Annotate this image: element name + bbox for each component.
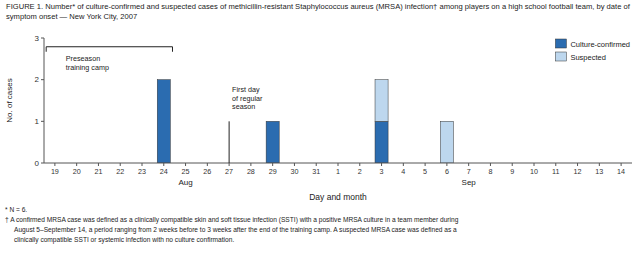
- x-tick: [621, 163, 622, 166]
- x-tick: [403, 163, 404, 166]
- x-tick: [425, 163, 426, 166]
- x-tick: [54, 163, 55, 166]
- x-tick-label: 1: [336, 167, 340, 176]
- x-tick: [512, 163, 513, 166]
- x-tick-label: 24: [160, 167, 168, 176]
- x-axis-label: Day and month: [309, 192, 367, 202]
- y-tick-label: 2: [35, 75, 40, 84]
- bars: [157, 80, 453, 163]
- footnote: clinically compatible SSTI or systemic i…: [14, 236, 234, 244]
- footnote: August 5–September 14, a period ranging …: [14, 226, 457, 234]
- x-tick-label: 6: [445, 167, 449, 176]
- season-line: [229, 121, 230, 163]
- y-tick: [41, 38, 44, 39]
- month-label: Sep: [462, 178, 477, 187]
- x-tick: [120, 163, 121, 166]
- x-tick-label: 2: [358, 167, 362, 176]
- bar: [375, 121, 388, 163]
- y-tick: [41, 163, 44, 164]
- bar: [266, 121, 279, 163]
- y-tick-label: 3: [35, 34, 40, 43]
- x-tick: [207, 163, 208, 166]
- x-tick: [98, 163, 99, 166]
- x-tick: [250, 163, 251, 166]
- legend-label: Culture-confirmed: [570, 40, 630, 49]
- x-tick-label: 28: [247, 167, 255, 176]
- x-tick-label: 20: [73, 167, 81, 176]
- annotation: First dayof regularseason: [232, 85, 263, 111]
- x-tick-label: 25: [182, 167, 190, 176]
- x-tick: [359, 163, 360, 166]
- x-tick-label: 31: [312, 167, 320, 176]
- y-tick: [41, 121, 44, 122]
- x-tick: [446, 163, 447, 166]
- annotation: Preseasontraining camp: [66, 54, 109, 72]
- y-tick-label: 1: [35, 117, 40, 126]
- bracket: [46, 47, 172, 52]
- x-tick: [163, 163, 164, 166]
- x-tick-label: 30: [290, 167, 298, 176]
- bar: [157, 80, 170, 163]
- x-tick-label: 3: [380, 167, 384, 176]
- y-axis: [44, 38, 45, 163]
- x-tick: [316, 163, 317, 166]
- x-tick-label: 21: [94, 167, 102, 176]
- x-tick-label: 11: [552, 167, 559, 176]
- month-label: Aug: [178, 178, 192, 187]
- x-tick: [534, 163, 535, 166]
- y-axis-label: No. of cases: [5, 78, 14, 122]
- y-tick: [41, 79, 44, 80]
- legend: Culture-confirmed Suspected: [555, 39, 630, 62]
- y-tick-label: 0: [35, 159, 40, 168]
- x-tick: [338, 163, 339, 166]
- x-tick-label: 12: [574, 167, 582, 176]
- x-tick: [229, 163, 230, 166]
- legend-swatch: [555, 52, 566, 61]
- x-tick-label: 22: [116, 167, 124, 176]
- chart: FIGURE 1. Number* of culture-confirmed a…: [0, 0, 641, 264]
- x-tick-label: 23: [138, 167, 146, 176]
- x-tick-label: 8: [488, 167, 492, 176]
- footnote: * N = 6.: [5, 206, 27, 213]
- legend-swatch: [555, 39, 566, 48]
- x-tick-label: 7: [467, 167, 471, 176]
- x-tick: [272, 163, 273, 166]
- x-tick-label: 27: [225, 167, 233, 176]
- x-tick: [555, 163, 556, 166]
- x-tick: [599, 163, 600, 166]
- bar: [266, 121, 279, 122]
- title: FIGURE 1. Number* of culture-confirmed a…: [6, 2, 631, 21]
- x-tick: [185, 163, 186, 166]
- x-tick: [490, 163, 491, 166]
- footnote: † A confirmed MRSA case was defined as a…: [5, 216, 459, 224]
- x-tick: [577, 163, 578, 166]
- x-tick-label: 13: [595, 167, 603, 176]
- legend-label: Suspected: [570, 53, 605, 62]
- bar: [440, 121, 453, 163]
- x-tick-label: 4: [401, 167, 405, 176]
- x-tick-label: 14: [617, 167, 625, 176]
- x-tick-label: 9: [510, 167, 514, 176]
- x-tick: [142, 163, 143, 166]
- x-tick-label: 29: [269, 167, 277, 176]
- x-tick-label: 10: [530, 167, 538, 176]
- x-tick: [294, 163, 295, 166]
- x-tick-label: 26: [203, 167, 211, 176]
- x-tick-label: 19: [51, 167, 59, 176]
- x-tick: [76, 163, 77, 166]
- x-tick: [381, 163, 382, 166]
- bar: [157, 79, 170, 80]
- bar: [375, 80, 388, 122]
- x-tick-label: 5: [423, 167, 427, 176]
- x-tick: [468, 163, 469, 166]
